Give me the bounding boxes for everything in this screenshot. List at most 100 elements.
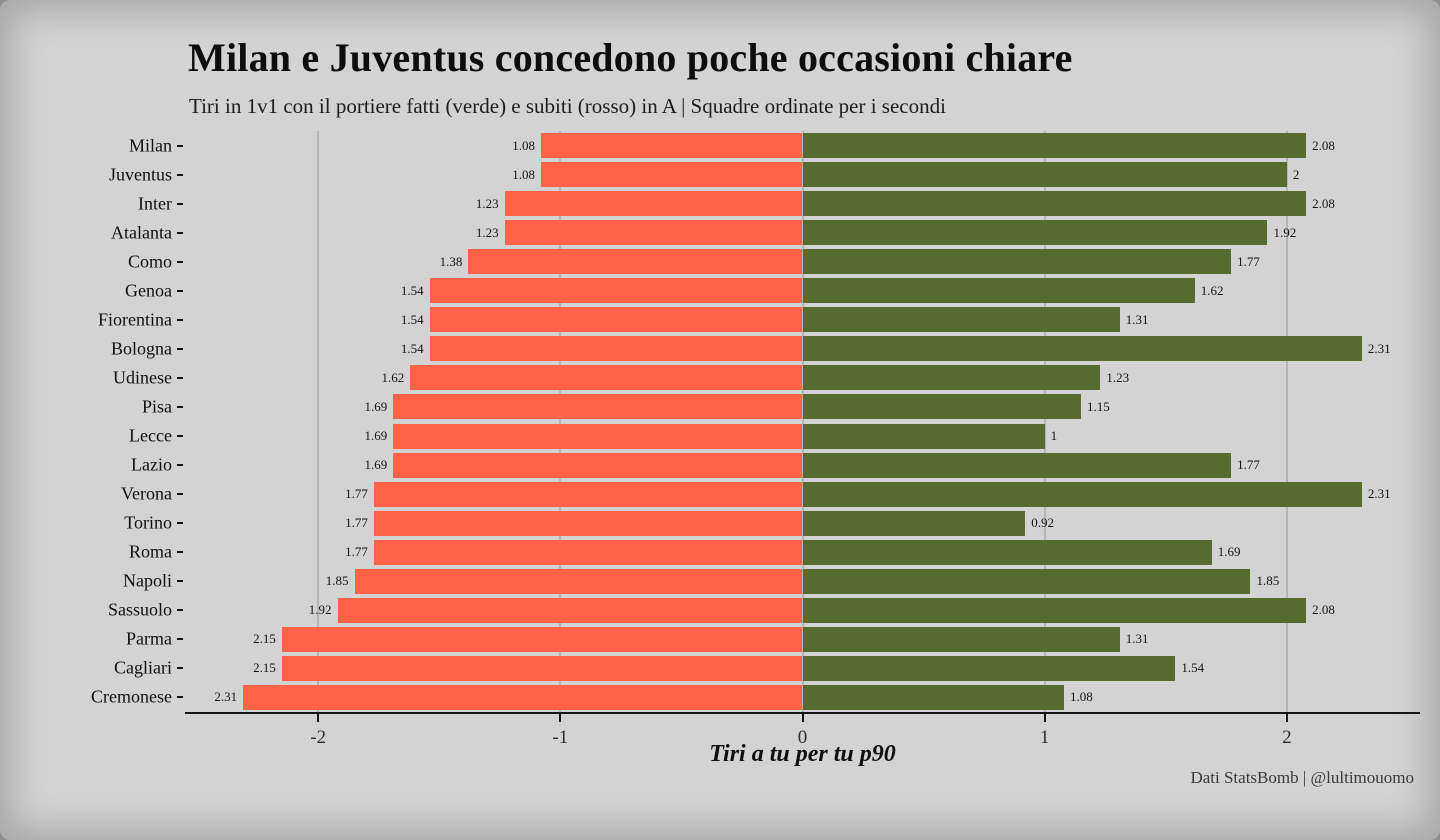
y-tick-mark xyxy=(177,464,183,467)
team-label: Lecce xyxy=(129,425,172,446)
value-label-conceded: 1.69 xyxy=(364,457,388,473)
value-label-conceded: 1.92 xyxy=(308,602,332,618)
bar-conceded xyxy=(540,162,803,188)
y-tick-mark xyxy=(177,493,183,496)
team-label: Cagliari xyxy=(114,657,172,678)
value-label-made: 1.85 xyxy=(1256,573,1280,589)
bar-conceded xyxy=(429,278,803,304)
bar-made xyxy=(802,423,1045,449)
bar-conceded xyxy=(410,365,803,391)
y-tick-mark xyxy=(177,609,183,612)
x-tick-label: 0 xyxy=(797,727,808,748)
chart-title: Milan e Juventus concedono poche occasio… xyxy=(188,35,1073,80)
bar-conceded xyxy=(504,191,803,217)
chart-row: Pisa 1.69 1.15 xyxy=(142,392,1420,421)
value-label-made: 1.92 xyxy=(1273,224,1297,240)
value-label-conceded: 2.15 xyxy=(253,660,276,676)
bar-made xyxy=(802,452,1232,478)
x-tick-mark xyxy=(801,714,804,722)
team-label: Milan xyxy=(129,135,172,156)
y-tick-mark xyxy=(177,696,183,699)
y-tick-mark xyxy=(177,667,183,670)
value-label-made: 1.77 xyxy=(1237,457,1260,473)
value-label-made: 2.08 xyxy=(1312,195,1335,211)
value-label-conceded: 1.69 xyxy=(364,398,388,414)
team-label: Torino xyxy=(124,512,172,533)
bar-made xyxy=(802,307,1120,333)
value-label-conceded: 1.77 xyxy=(345,486,368,502)
bar-made xyxy=(802,597,1307,623)
bar-made xyxy=(802,539,1212,565)
bar-conceded xyxy=(429,336,803,362)
chart-row: Milan 1.08 2.08 xyxy=(129,131,1420,160)
team-label: Genoa xyxy=(125,280,172,301)
value-label-made: 0.92 xyxy=(1031,515,1055,531)
value-label-made: 1.77 xyxy=(1237,253,1260,269)
value-label-made: 1.08 xyxy=(1070,689,1093,705)
y-tick-mark xyxy=(177,638,183,641)
value-label-conceded: 1.69 xyxy=(364,428,388,444)
y-tick-mark xyxy=(177,435,183,438)
x-tick-mark xyxy=(559,714,562,722)
bar-conceded xyxy=(429,307,803,333)
x-tick-mark xyxy=(1285,714,1288,722)
bar-made xyxy=(802,133,1307,159)
bar-made xyxy=(802,191,1307,217)
bar-made xyxy=(802,568,1251,594)
value-label-made: 1 xyxy=(1050,428,1058,444)
value-label-made: 1.62 xyxy=(1200,282,1224,298)
chart-row: Cremonese 2.31 1.08 xyxy=(91,683,1420,712)
chart-row: Verona 1.77 2.31 xyxy=(121,480,1420,509)
team-label: Fiorentina xyxy=(98,309,172,330)
value-label-made: 2.31 xyxy=(1367,486,1391,502)
bar-made xyxy=(802,336,1362,362)
y-tick-mark xyxy=(177,144,183,147)
x-tick-mark xyxy=(1043,714,1046,722)
team-label: Parma xyxy=(126,628,172,649)
bar-conceded xyxy=(504,220,803,246)
y-tick-mark xyxy=(177,405,183,408)
value-label-conceded: 1.23 xyxy=(475,195,499,211)
y-tick-mark xyxy=(177,376,183,379)
y-tick-mark xyxy=(177,173,183,176)
chart-row: Roma 1.77 1.69 xyxy=(129,538,1420,567)
value-label-made: 1.31 xyxy=(1125,311,1149,327)
value-label-conceded: 2.15 xyxy=(253,631,276,647)
y-tick-mark xyxy=(177,231,183,234)
value-label-made: 2.08 xyxy=(1312,602,1335,618)
chart-row: Parma 2.15 1.31 xyxy=(126,625,1420,654)
value-label-conceded: 1.77 xyxy=(345,544,368,560)
y-tick-mark xyxy=(177,289,183,292)
y-tick-mark xyxy=(177,551,183,554)
bar-made xyxy=(802,278,1195,304)
bar-conceded xyxy=(393,394,803,420)
team-label: Cremonese xyxy=(91,686,172,707)
bar-conceded xyxy=(468,249,803,275)
bar-conceded xyxy=(243,684,803,710)
value-label-conceded: 2.31 xyxy=(214,689,238,705)
team-label: Pisa xyxy=(141,396,172,417)
chart-row: Torino 1.77 0.92 xyxy=(124,509,1420,538)
bar-conceded xyxy=(337,597,803,623)
value-label-made: 1.15 xyxy=(1086,398,1110,414)
value-label-conceded: 1.23 xyxy=(475,224,499,240)
gridline xyxy=(559,131,562,712)
y-tick-mark xyxy=(177,580,183,583)
x-tick-mark xyxy=(317,714,320,722)
bar-conceded xyxy=(540,133,803,159)
value-label-made: 1.31 xyxy=(1125,631,1149,647)
chart-row: Lecce 1.69 1 xyxy=(129,422,1420,451)
bar-made xyxy=(802,655,1176,681)
value-label-conceded: 1.85 xyxy=(325,573,349,589)
team-label: Sassuolo xyxy=(107,599,172,620)
bar-conceded xyxy=(354,568,803,594)
bar-made xyxy=(802,162,1287,188)
team-label: Roma xyxy=(129,541,172,562)
credit-text: Dati StatsBomb | @lultimouomo xyxy=(1190,768,1414,787)
bar-made xyxy=(802,394,1081,420)
team-label: Juventus xyxy=(109,164,172,185)
team-label: Verona xyxy=(121,483,172,504)
value-label-made: 2.31 xyxy=(1367,340,1391,356)
team-label: Atalanta xyxy=(111,222,172,243)
